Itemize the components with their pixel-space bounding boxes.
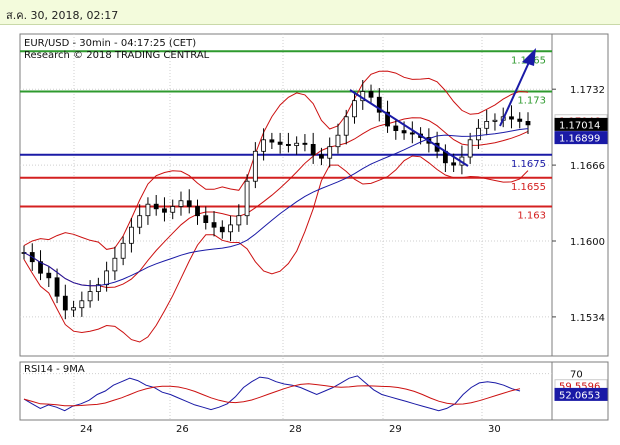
candle-body <box>219 226 225 233</box>
candle-body <box>451 162 457 166</box>
rsi-line <box>23 375 521 412</box>
candle-body <box>335 134 341 148</box>
forecast-arrow <box>349 48 536 167</box>
price-tag-label: 1.17014 <box>559 120 600 131</box>
level-label: 1.1675 <box>511 159 546 170</box>
date-text: ส.ค. 30, 2018, 02:17 <box>6 9 119 22</box>
candle-body <box>203 215 209 223</box>
candle-body <box>327 146 333 159</box>
chart-subtitle: Research © 2018 TRADING CENTRAL <box>24 50 210 61</box>
candle-body <box>87 291 93 302</box>
candle-body <box>343 116 349 136</box>
top-bar: ส.ค. 30, 2018, 02:17 <box>0 0 620 25</box>
rsi-value-label: 52.0653 <box>559 390 600 401</box>
rsi-title: RSI14 - 9MA <box>24 364 85 375</box>
candle-body <box>409 132 415 135</box>
candle-body <box>54 277 60 297</box>
candle-body <box>393 125 399 131</box>
price-tick-label: 1.1732 <box>570 85 605 96</box>
candle-body <box>38 261 43 274</box>
candle-body <box>319 154 324 159</box>
date-tick-label: 29 <box>389 424 402 435</box>
candle-body <box>401 130 407 134</box>
candle-body <box>517 118 523 122</box>
chart-title: EUR/USD - 30min - 04:17:25 (CET) <box>24 38 196 49</box>
price-tag <box>554 131 608 145</box>
level-label: 1.163 <box>517 211 546 222</box>
rsi-moving-average <box>23 383 521 407</box>
candle-body <box>352 100 357 118</box>
candle-body <box>104 270 110 286</box>
candle-body <box>95 284 101 293</box>
downtrend-line <box>349 89 469 167</box>
candle-body <box>186 200 192 207</box>
date-tick-label: 24 <box>80 424 93 435</box>
candle-body <box>484 121 490 129</box>
candle-body <box>178 200 184 207</box>
price-tick-label: 1.1534 <box>570 313 605 324</box>
candle-body <box>46 272 52 279</box>
price-tick-label: 1.1600 <box>570 237 605 248</box>
candle-body <box>228 224 233 233</box>
candle-body <box>302 142 308 145</box>
candle-body <box>79 300 85 309</box>
candle-body <box>145 203 151 217</box>
grid-lines <box>20 34 552 420</box>
candle-body <box>236 215 242 226</box>
candle-body <box>467 139 473 158</box>
moving-average <box>23 128 529 287</box>
date-tick-label: 28 <box>289 424 302 435</box>
candle-body <box>211 222 217 228</box>
candle-body <box>269 139 275 143</box>
candle-body <box>153 203 159 210</box>
candle-body <box>376 96 382 113</box>
candle-body <box>252 150 258 182</box>
level-label: 1.173 <box>517 96 546 107</box>
candle-body <box>162 208 167 213</box>
candle-body <box>492 119 498 122</box>
forecast-line <box>499 59 531 127</box>
right-axis-panel <box>551 33 609 357</box>
candle-body <box>195 206 200 217</box>
axis-ticks: 1.1732 1.1666 1.1600 1.1534 24 26 28 29 30 <box>80 85 605 435</box>
upper-band <box>23 70 529 250</box>
candle-body <box>137 215 143 228</box>
candle-body <box>525 121 531 126</box>
rsi-value-label: 59.5596 <box>559 382 600 393</box>
rsi-value-tag <box>554 387 608 401</box>
candle-body <box>294 142 300 146</box>
level-label: 1.1655 <box>511 182 546 193</box>
price-tag <box>554 117 608 131</box>
candle-body <box>170 206 176 213</box>
bollinger-bands <box>23 70 529 343</box>
candle-body <box>244 180 250 217</box>
rsi-chart-frame <box>19 361 553 421</box>
candle-body <box>310 143 316 156</box>
candle-body <box>285 143 291 146</box>
candle-body <box>277 141 283 145</box>
candle-body <box>509 116 514 120</box>
candle-body <box>368 91 374 98</box>
slow-moving-average <box>23 128 529 287</box>
forecast-arrowhead <box>522 48 536 66</box>
price-tick-label: 1.1666 <box>570 161 605 172</box>
candle-body <box>261 139 267 152</box>
middle-band <box>23 117 529 289</box>
date-tick-label: 26 <box>176 424 189 435</box>
rsi-tick-label: 70 <box>570 370 583 381</box>
candle-body <box>112 257 118 272</box>
candle-body <box>71 307 76 311</box>
candle-body <box>120 242 126 259</box>
date-tick-label: 30 <box>488 424 501 435</box>
lower-band <box>23 155 529 343</box>
candle-body <box>129 226 134 244</box>
candle-body <box>476 127 481 141</box>
price-tag-label: 1.16899 <box>559 134 600 145</box>
main-chart-frame <box>19 33 553 357</box>
candle-body <box>385 111 390 127</box>
candle-body <box>62 295 68 311</box>
